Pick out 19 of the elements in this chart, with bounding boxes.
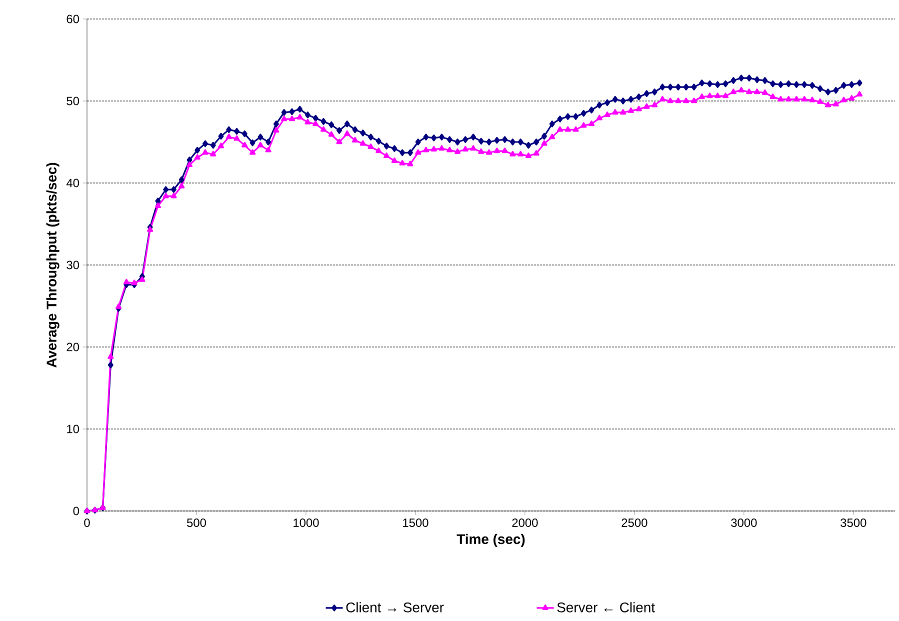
y-tick-label: 0 [73,506,80,516]
y-tick-label: 10 [67,424,80,434]
legend-label: Client → Server [346,602,444,612]
y-tick-label: 20 [66,342,80,352]
x-tick-label: 3500 [840,518,866,527]
x-tick-label: 0 [84,518,90,527]
y-tick-label: 40 [66,178,80,188]
x-tick-label: 2000 [512,518,538,527]
x-tick-label: 3000 [731,518,757,527]
x-tick-label: 1500 [403,518,428,527]
y-tick-label: 60 [66,14,80,24]
x-tick-label: 500 [187,518,206,527]
x-axis-title: Time (sec) [456,534,525,547]
y-tick-label: 50 [66,96,80,106]
legend-label: Server ← Client [557,602,655,612]
x-tick-label: 2500 [622,518,648,527]
y-tick-label: 30 [66,260,80,270]
y-axis-title: Average Throughput (pkts/sec) [46,162,60,368]
x-tick-label: 1000 [294,518,319,527]
